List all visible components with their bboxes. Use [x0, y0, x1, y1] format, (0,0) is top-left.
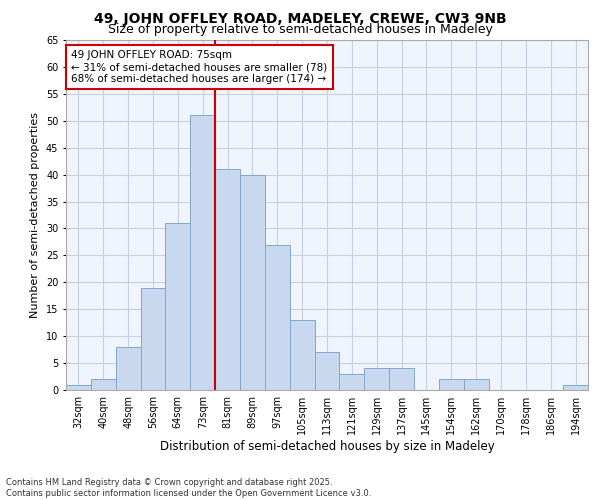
Bar — [265, 244, 290, 390]
Bar — [91, 379, 116, 390]
Bar — [190, 116, 215, 390]
Bar — [314, 352, 340, 390]
Bar — [290, 320, 314, 390]
Bar — [166, 223, 190, 390]
Text: Contains HM Land Registry data © Crown copyright and database right 2025.
Contai: Contains HM Land Registry data © Crown c… — [6, 478, 371, 498]
Bar — [215, 169, 240, 390]
Bar — [389, 368, 414, 390]
Text: 49 JOHN OFFLEY ROAD: 75sqm
← 31% of semi-detached houses are smaller (78)
68% of: 49 JOHN OFFLEY ROAD: 75sqm ← 31% of semi… — [71, 50, 328, 84]
Text: Size of property relative to semi-detached houses in Madeley: Size of property relative to semi-detach… — [107, 22, 493, 36]
Bar — [116, 347, 140, 390]
Text: 49, JOHN OFFLEY ROAD, MADELEY, CREWE, CW3 9NB: 49, JOHN OFFLEY ROAD, MADELEY, CREWE, CW… — [94, 12, 506, 26]
Bar — [340, 374, 364, 390]
Bar — [364, 368, 389, 390]
X-axis label: Distribution of semi-detached houses by size in Madeley: Distribution of semi-detached houses by … — [160, 440, 494, 452]
Y-axis label: Number of semi-detached properties: Number of semi-detached properties — [31, 112, 40, 318]
Bar — [563, 384, 588, 390]
Bar — [464, 379, 488, 390]
Bar — [439, 379, 464, 390]
Bar — [140, 288, 166, 390]
Bar — [66, 384, 91, 390]
Bar — [240, 174, 265, 390]
